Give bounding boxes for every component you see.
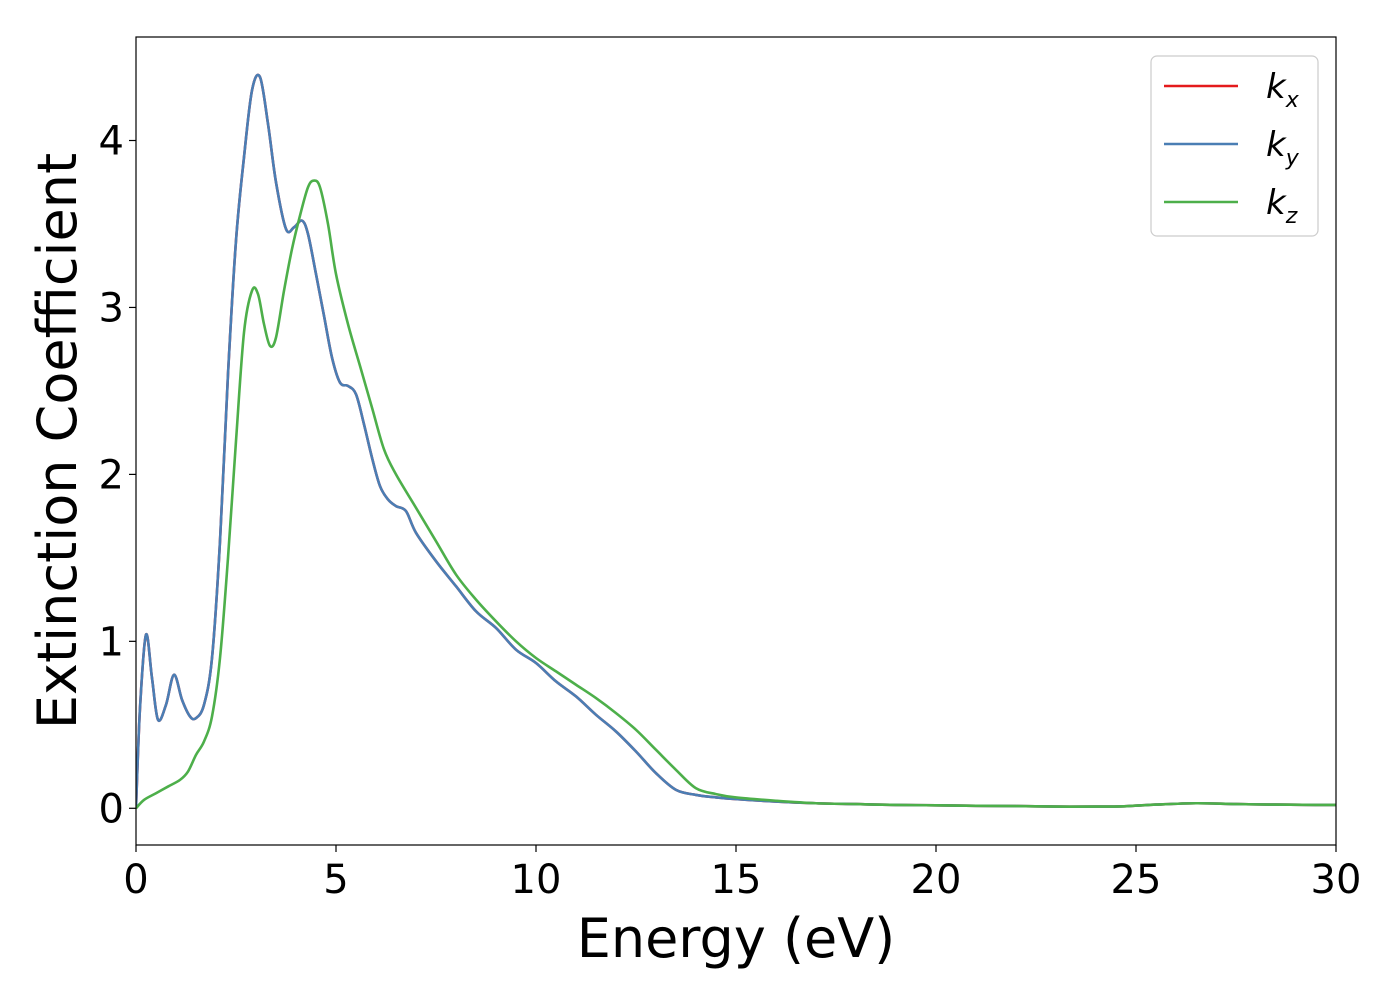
x-tick-label: 30 [1311, 857, 1362, 903]
x-tick-label: 15 [711, 857, 762, 903]
legend-label-y: ky [1266, 125, 1300, 171]
y-tick-label: 1 [99, 619, 124, 665]
x-axis: 0 5 10 15 20 25 30 [123, 845, 1361, 903]
x-tick-label: 10 [511, 857, 562, 903]
legend-label-z: kz [1266, 183, 1298, 229]
x-tick-label: 20 [911, 857, 962, 903]
plot-area [135, 36, 1337, 846]
legend-frame [1150, 55, 1319, 237]
x-tick-label: 25 [1111, 857, 1162, 903]
series-line-z [136, 179, 1336, 810]
plot-frame [136, 37, 1336, 845]
y-tick-label: 0 [99, 786, 124, 832]
series-layer [136, 73, 1336, 810]
y-tick-label: 2 [99, 452, 124, 498]
legend-label-x: kx [1266, 67, 1300, 113]
y-tick-label: 4 [99, 119, 124, 165]
x-tick-label: 0 [123, 857, 148, 903]
x-tick-label: 5 [323, 857, 348, 903]
y-axis-label: Extinction Coefficient [26, 153, 89, 729]
legend: kx ky kz [1150, 55, 1319, 237]
x-axis-label: Energy (eV) [577, 907, 896, 970]
y-axis: 0 1 2 3 4 [99, 119, 136, 832]
y-tick-label: 3 [99, 285, 124, 331]
